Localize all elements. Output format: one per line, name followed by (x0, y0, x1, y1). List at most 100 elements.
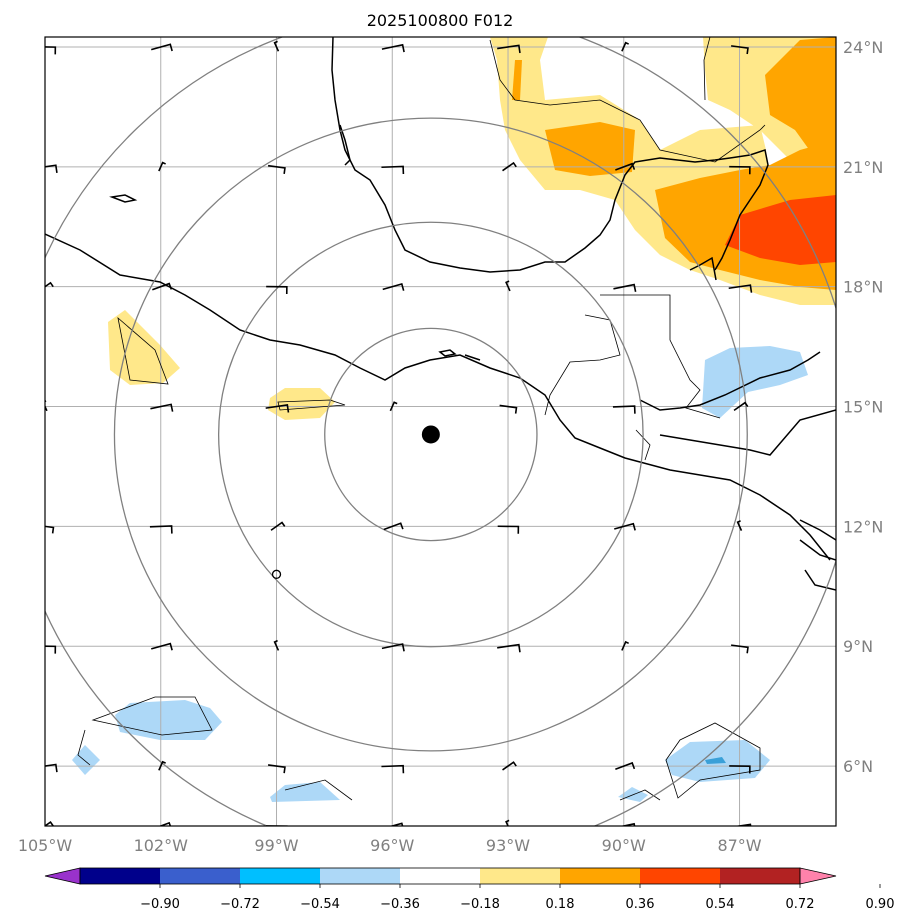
lon-tick-label: 102°W (134, 836, 189, 855)
colorbar-label: 0.90 (866, 897, 895, 912)
latitude-tick-labels: 6°N 9°N 12°N 15°N 18°N 21°N 24°N (843, 38, 883, 776)
positive-anomaly-shading (108, 37, 836, 420)
lon-tick-label: 87°W (717, 836, 761, 855)
colorbar-label: −0.36 (380, 897, 420, 912)
wind-barb (502, 761, 517, 771)
colorbar-label: 0.36 (626, 897, 655, 912)
wind-barb (729, 165, 751, 175)
wind-barb (389, 401, 398, 412)
wind-barb (621, 41, 629, 52)
wind-barb (267, 164, 286, 174)
lon-tick-label: 96°W (370, 836, 414, 855)
map-frame (44, 36, 837, 827)
wind-barb (45, 281, 54, 288)
wind-barb (45, 525, 55, 534)
graticule (45, 37, 836, 826)
wind-barb (151, 642, 173, 651)
lon-tick-label: 93°W (486, 836, 530, 855)
wind-barb (45, 46, 57, 55)
wind-barb (615, 761, 636, 770)
colorbar-swatch (720, 868, 800, 884)
wind-barb (497, 525, 520, 534)
wind-barb (505, 280, 511, 292)
wind-barb (265, 404, 290, 413)
colorbar-swatch (400, 868, 480, 884)
wind-barb (731, 45, 749, 55)
wind-barb (150, 403, 174, 412)
colorbar-swatch (80, 868, 160, 884)
wind-barb (381, 165, 405, 175)
storm-center-marker (421, 425, 440, 444)
wind-barb (381, 43, 405, 53)
wind-barb (615, 162, 636, 171)
wind-barb (621, 640, 629, 651)
wind-barb (266, 285, 288, 295)
colorbar-extend-low (44, 867, 81, 885)
colorbar-swatch (320, 868, 400, 884)
wind-barb (728, 284, 753, 293)
colorbar-label: −0.54 (300, 897, 340, 912)
wind-barb (731, 644, 749, 654)
wind-barb (273, 639, 280, 651)
wind-barb (497, 44, 521, 54)
longitude-tick-labels: 105°W 102°W 99°W 96°W 93°W 90°W 87°W (18, 836, 762, 855)
colorbar: −0.90 −0.72 −0.54 −0.36 −0.18 0.18 0.36 0.54 0.7… (44, 867, 895, 912)
wind-barb (381, 643, 405, 652)
lat-tick-label: 6°N (843, 757, 873, 776)
colorbar-extend-high (799, 867, 837, 885)
wind-barb (389, 822, 404, 826)
colorbar-label: −0.72 (220, 897, 260, 912)
wind-barb (158, 161, 166, 172)
lon-tick-label: 90°W (602, 836, 646, 855)
map-title: 2025100800 F012 (367, 11, 514, 30)
wind-barb (736, 520, 743, 531)
colorbar-swatch (160, 868, 240, 884)
wind-barbs (45, 40, 753, 826)
wind-barb (45, 645, 57, 654)
colorbar-label: −0.90 (140, 897, 180, 912)
wind-barb (149, 525, 173, 534)
colorbar-label: 0.54 (706, 897, 735, 912)
coastlines (45, 37, 836, 591)
range-ring (217, 221, 644, 648)
wind-barb (612, 405, 636, 414)
wind-barb (497, 643, 521, 653)
wind-barb (729, 765, 751, 774)
lat-tick-label: 24°N (843, 38, 883, 57)
range-ring (324, 327, 538, 542)
wind-barb (733, 823, 752, 826)
wind-barb (266, 825, 288, 826)
colorbar-label: −0.18 (460, 897, 500, 912)
colorbar-swatch (240, 868, 320, 884)
colorbar-outline (79, 867, 801, 885)
wind-barb (158, 821, 172, 826)
wind-barb (382, 283, 405, 291)
colorbar-swatch (480, 868, 560, 884)
negative-anomaly-shading (72, 346, 808, 802)
wind-barb (152, 282, 173, 291)
lon-tick-label: 105°W (18, 836, 73, 855)
wind-barb (151, 43, 173, 52)
range-rings (45, 37, 836, 826)
wind-barb (273, 40, 280, 52)
wind-barb (614, 522, 636, 531)
wind-barb (613, 283, 637, 292)
colorbar-swatch (640, 868, 720, 884)
lat-tick-label: 21°N (843, 158, 883, 177)
wind-barb (619, 822, 636, 826)
wind-barb (270, 521, 286, 531)
lat-tick-label: 18°N (843, 278, 883, 297)
calm-wind-marker (271, 569, 282, 579)
wind-barb (45, 164, 58, 173)
lat-tick-label: 12°N (843, 517, 883, 536)
wind-barb (45, 821, 54, 826)
wind-barb (45, 763, 58, 773)
wind-barb (502, 161, 517, 172)
border-lines (77, 37, 766, 801)
wind-barb (733, 401, 749, 412)
range-ring (113, 117, 748, 752)
wind-barb (158, 760, 166, 771)
wind-barb (383, 522, 404, 531)
wind-barb (499, 404, 518, 414)
